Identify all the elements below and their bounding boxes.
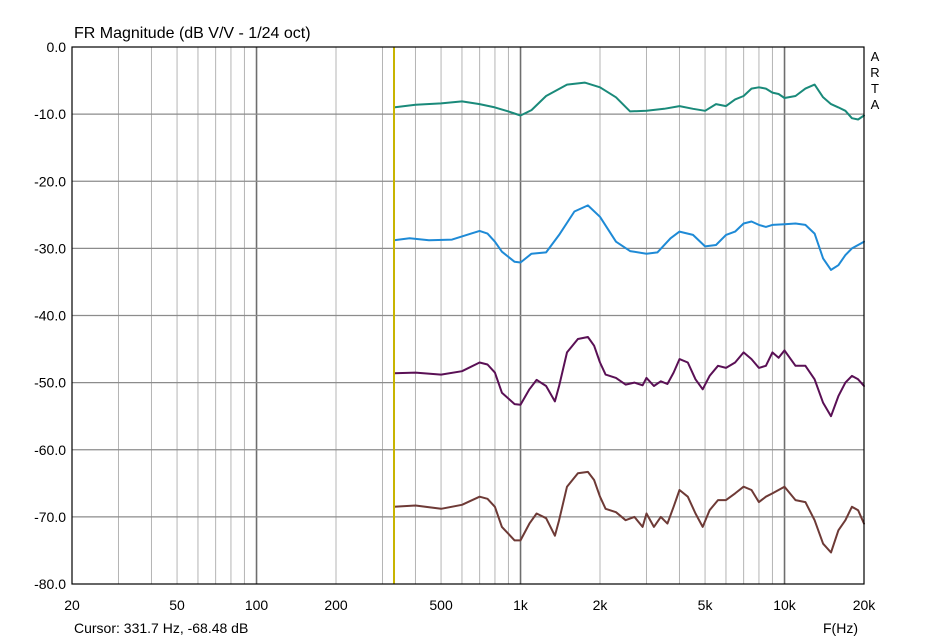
series-line-3 xyxy=(393,336,865,418)
x-tick-label: 500 xyxy=(429,597,453,613)
chart-title: FR Magnitude (dB V/V - 1/24 oct) xyxy=(74,25,311,42)
y-tick-label: -10.0 xyxy=(34,106,66,122)
grid xyxy=(72,47,864,584)
brand-letter: R xyxy=(870,65,879,80)
series-line-4 xyxy=(393,470,865,554)
x-tick-label: 20 xyxy=(64,597,80,613)
series-line-2 xyxy=(393,204,865,271)
y-tick-label: -80.0 xyxy=(34,576,66,592)
plot-frame xyxy=(71,46,865,585)
y-tick-label: -70.0 xyxy=(34,509,66,525)
x-tick-label: 5k xyxy=(698,597,714,613)
y-tick-label: -40.0 xyxy=(34,308,66,324)
y-tick-label: -60.0 xyxy=(34,442,66,458)
x-tick-label: 100 xyxy=(245,597,269,613)
y-tick-label: -20.0 xyxy=(34,173,66,189)
brand-letter: A xyxy=(871,97,880,112)
y-tick-label: -50.0 xyxy=(34,375,66,391)
x-tick-label: 200 xyxy=(324,597,348,613)
brand-letter: T xyxy=(871,81,879,96)
cursor-readout: Cursor: 331.7 Hz, -68.48 dB xyxy=(74,620,248,636)
x-tick-label: 2k xyxy=(593,597,609,613)
x-tick-label: 50 xyxy=(169,597,185,613)
x-tick-label: 10k xyxy=(773,597,797,613)
x-tick-label: 20k xyxy=(853,597,877,613)
brand-letter: A xyxy=(871,49,880,64)
series-group xyxy=(393,81,865,554)
x-tick-label: 1k xyxy=(513,597,529,613)
y-tick-label: -30.0 xyxy=(34,240,66,256)
y-tick-label: 0.0 xyxy=(47,39,67,55)
series-line-1 xyxy=(393,81,865,121)
axis-ticks: 0.0 -10.0 -20.0 -30.0 -40.0 -50.0 -60.0 -70.0 -8… xyxy=(34,39,876,613)
x-axis-label: F(Hz) xyxy=(823,620,858,636)
